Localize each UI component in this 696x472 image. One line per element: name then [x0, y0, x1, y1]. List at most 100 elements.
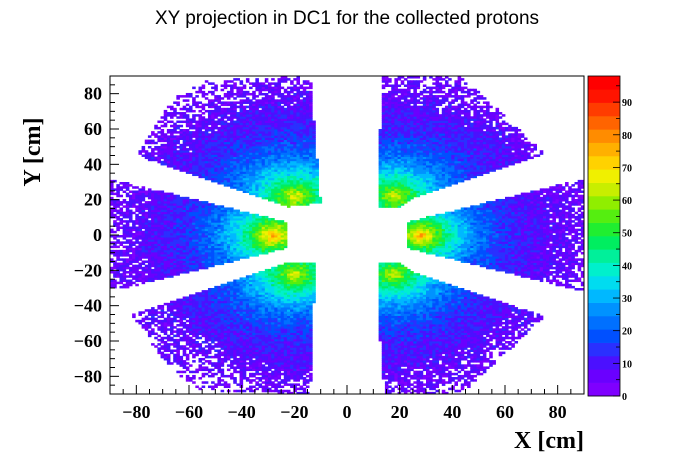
heatmap-bin: [214, 156, 218, 160]
heatmap-bin: [211, 243, 215, 246]
heatmap-bin: [249, 368, 253, 372]
heatmap-bin: [179, 154, 184, 157]
heatmap-bin: [182, 260, 187, 263]
heatmap-bin: [157, 135, 161, 138]
heatmap-bin: [147, 330, 152, 333]
heatmap-bin: [179, 309, 184, 312]
heatmap-bin: [252, 315, 256, 319]
heatmap-bin: [226, 307, 231, 310]
heatmap-bin: [201, 103, 206, 107]
heatmap-bin: [135, 201, 139, 204]
heatmap-bin: [157, 243, 161, 246]
heatmap-bin: [261, 120, 266, 124]
heatmap-bin: [258, 326, 263, 329]
heatmap-bin: [261, 296, 266, 299]
heatmap-bin: [230, 184, 234, 187]
heatmap-bin: [255, 243, 259, 246]
heatmap-bin: [233, 341, 237, 344]
heatmap-bin: [233, 256, 237, 259]
heatmap-bin: [195, 169, 199, 172]
heatmap-bin: [255, 150, 259, 153]
heatmap-bin: [268, 243, 272, 246]
heatmap-bin: [204, 237, 209, 240]
heatmap-bin: [280, 86, 285, 90]
heatmap-bin: [166, 135, 171, 138]
heatmap-bin: [223, 330, 228, 333]
heatmap-bin: [214, 99, 218, 102]
heatmap-bin: [204, 124, 209, 128]
heatmap-bin: [220, 383, 225, 386]
heatmap-bin: [233, 304, 237, 308]
heatmap-bin: [182, 271, 187, 274]
chart-title: XY projection in DC1 for the collected p…: [155, 8, 539, 29]
heatmap-bin: [132, 281, 136, 285]
heatmap-bin: [195, 228, 199, 232]
heatmap-bin: [185, 148, 190, 151]
heatmap-bin: [245, 186, 250, 189]
heatmap-bin: [154, 230, 158, 234]
heatmap-bin: [189, 124, 193, 128]
heatmap-bin: [261, 162, 266, 166]
heatmap-bin: [182, 349, 187, 352]
heatmap-bin: [195, 160, 199, 164]
heatmap-bin: [242, 188, 247, 191]
heatmap-bin: [207, 158, 212, 162]
heatmap-bin: [204, 133, 209, 136]
heatmap-bin: [160, 224, 165, 227]
heatmap-bin: [264, 186, 269, 189]
heatmap-bin: [220, 222, 225, 225]
heatmap-bin: [217, 247, 221, 251]
heatmap-bin: [268, 165, 272, 168]
heatmap-bin: [261, 243, 266, 246]
heatmap-bin: [141, 224, 146, 227]
heatmap-bin: [242, 235, 247, 238]
heatmap-bin: [192, 311, 196, 314]
heatmap-bin: [274, 360, 278, 363]
heatmap-bin: [233, 133, 237, 136]
heatmap-bin: [211, 355, 215, 359]
heatmap-bin: [110, 213, 114, 217]
heatmap-bin: [280, 338, 285, 342]
heatmap-bin: [211, 251, 215, 255]
heatmap-bin: [255, 194, 259, 198]
heatmap-bin: [249, 129, 253, 132]
heatmap-bin: [230, 222, 234, 225]
heatmap-bin: [233, 112, 237, 115]
heatmap-bin: [220, 256, 225, 259]
heatmap-bin: [198, 254, 203, 257]
heatmap-bin: [176, 116, 180, 119]
heatmap-bin: [113, 264, 117, 268]
heatmap-bin: [242, 277, 247, 280]
heatmap-bin: [207, 139, 212, 143]
heatmap-bin: [173, 218, 177, 221]
heatmap-bin: [236, 258, 240, 261]
heatmap-bin: [163, 336, 168, 340]
heatmap-bin: [223, 224, 228, 227]
heatmap-bin: [201, 264, 206, 268]
heatmap-bin: [258, 177, 263, 181]
heatmap-bin: [207, 368, 212, 372]
heatmap-bin: [207, 215, 212, 219]
heatmap-bin: [245, 105, 250, 109]
heatmap-bin: [132, 258, 136, 261]
heatmap-bin: [182, 207, 187, 210]
heatmap-bin: [170, 247, 174, 251]
heatmap-bin: [151, 307, 155, 310]
heatmap-bin: [201, 133, 206, 136]
heatmap-bin: [261, 118, 266, 121]
heatmap-bin: [119, 209, 124, 213]
heatmap-bin: [242, 237, 247, 240]
heatmap-bin: [122, 258, 127, 261]
heatmap-bin: [198, 224, 203, 227]
heatmap-bin: [264, 311, 269, 314]
heatmap-bin: [274, 300, 278, 304]
heatmap-bin: [166, 196, 171, 200]
heatmap-bin: [268, 148, 272, 151]
heatmap-bin: [230, 317, 234, 321]
heatmap-bin: [255, 279, 259, 283]
heatmap-bin: [122, 277, 127, 280]
heatmap-bin: [239, 213, 244, 217]
heatmap-bin: [280, 230, 285, 234]
heatmap-bin: [230, 239, 234, 242]
heatmap-bin: [261, 150, 266, 153]
